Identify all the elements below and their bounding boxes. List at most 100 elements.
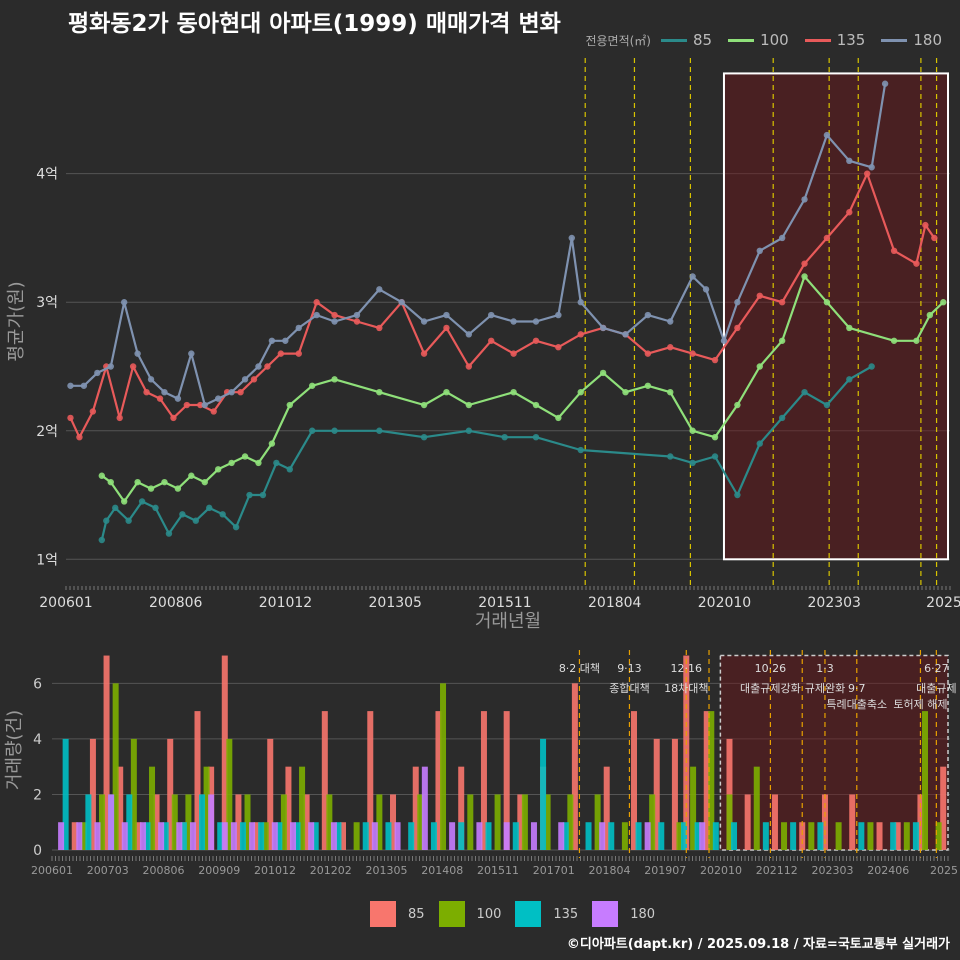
- highlight-box: [722, 72, 949, 561]
- data-point-180: [255, 363, 262, 370]
- volume-bar-180: [421, 766, 428, 850]
- data-point-100: [913, 337, 920, 344]
- bar-legend-swatch: [370, 901, 396, 927]
- legend-swatch: [660, 38, 687, 42]
- data-point-135: [210, 408, 217, 415]
- volume-bar-85: [71, 822, 78, 850]
- policy-annotation: 규제완화: [805, 682, 845, 695]
- data-point-100: [465, 401, 473, 409]
- volume-bar-100: [440, 683, 447, 850]
- policy-annotation: 9·7: [848, 682, 866, 695]
- data-point-85: [103, 517, 110, 524]
- data-point-85: [206, 504, 213, 512]
- volume-bar-135: [762, 822, 769, 850]
- data-point-180: [823, 131, 831, 139]
- data-point-135: [510, 350, 517, 357]
- volume-bar-180: [558, 822, 565, 850]
- volume-bar-85: [876, 822, 883, 850]
- bar-legend-swatch: [438, 901, 465, 927]
- volume-bar-180: [503, 822, 510, 850]
- volume-bar-180: [230, 822, 237, 850]
- data-point-85: [308, 427, 316, 434]
- top-policy-lines: [584, 58, 938, 585]
- volume-bar-100: [353, 822, 360, 850]
- data-point-100: [689, 427, 696, 434]
- volume-bar-85: [235, 794, 242, 850]
- data-point-180: [161, 388, 168, 396]
- data-point-100: [308, 382, 316, 389]
- data-point-85: [711, 453, 719, 460]
- volume-bar-180: [449, 822, 456, 850]
- data-point-100: [667, 388, 674, 396]
- data-point-85: [823, 401, 831, 409]
- data-point-135: [277, 350, 285, 357]
- data-point-100: [823, 299, 831, 306]
- data-point-85: [98, 536, 106, 544]
- data-point-135: [353, 318, 361, 325]
- data-point-135: [67, 414, 74, 422]
- policy-annotation: 1·3: [816, 662, 834, 675]
- data-point-85: [192, 517, 200, 524]
- x-tick-label: 202406: [867, 864, 909, 877]
- volume-bar-85: [671, 738, 678, 850]
- data-point-100: [555, 414, 562, 422]
- policy-annotation: 6·27: [924, 662, 949, 675]
- volume-bar-135: [239, 822, 246, 850]
- policy-annotation: 12·16: [671, 662, 703, 675]
- bottom-policy-annotations: 8·2 대책 9·13 종합대책 12·16 18차대책 10·26 대출규제강화 1·3 규제…: [559, 662, 957, 711]
- data-point-85: [689, 459, 696, 467]
- data-point-85: [846, 376, 853, 383]
- top-highlight-region: [722, 72, 949, 561]
- volume-bar-85: [390, 794, 397, 850]
- policy-annotation: 8·2 대책: [559, 662, 600, 675]
- data-point-100: [644, 382, 652, 389]
- data-point-100: [331, 376, 338, 383]
- x-tick-label: 200806: [149, 595, 203, 611]
- volume-bar-100: [903, 822, 910, 850]
- data-point-100: [98, 472, 106, 479]
- x-tick-label: 201305: [366, 864, 408, 877]
- volume-bar-85: [940, 766, 947, 850]
- volume-bar-135: [144, 822, 151, 850]
- data-point-135: [331, 311, 338, 319]
- volume-bar-135: [585, 822, 592, 850]
- volume-bar-180: [158, 822, 165, 850]
- data-point-100: [241, 453, 249, 460]
- data-point-180: [214, 395, 222, 402]
- data-point-135: [89, 408, 97, 415]
- volume-bar-135: [162, 822, 169, 850]
- volume-bar-135: [817, 822, 824, 850]
- data-point-100: [134, 478, 141, 486]
- volume-bar-100: [417, 794, 424, 850]
- y-axis-title: 평균가(원): [6, 281, 27, 361]
- volume-bar-85: [167, 738, 174, 850]
- volume-bar-180: [394, 822, 401, 850]
- volume-bar-180: [249, 822, 256, 850]
- volume-bar-85: [135, 822, 142, 850]
- volume-bar-180: [121, 822, 128, 850]
- source-footer: ©디아파트(dapt.kr) / 2025.09.18 / 자료=국토교통부 실…: [566, 937, 950, 952]
- bar-legend-swatch: [515, 901, 542, 927]
- data-point-180: [734, 299, 741, 306]
- legend-item-135: 135: [804, 31, 865, 49]
- volume-bar-135: [199, 794, 206, 850]
- data-point-180: [295, 324, 302, 332]
- volume-bar-85: [221, 655, 228, 850]
- volume-bar-100: [376, 794, 383, 850]
- data-point-85: [577, 446, 584, 454]
- data-point-135: [756, 292, 763, 299]
- volume-bar-135: [608, 822, 615, 850]
- x-tick-label: 200601: [39, 595, 92, 611]
- volume-bar-135: [890, 822, 897, 850]
- data-point-180: [420, 318, 428, 325]
- data-point-135: [420, 350, 428, 357]
- data-point-135: [890, 247, 898, 255]
- volume-bar-135: [635, 822, 642, 850]
- policy-annotation: 대출규제강화: [740, 682, 801, 695]
- data-point-85: [376, 427, 383, 434]
- volume-bar-85: [267, 738, 274, 850]
- volume-bar-180: [176, 822, 183, 850]
- volume-bar-135: [731, 822, 738, 850]
- x-tick-label: 200601: [31, 864, 73, 877]
